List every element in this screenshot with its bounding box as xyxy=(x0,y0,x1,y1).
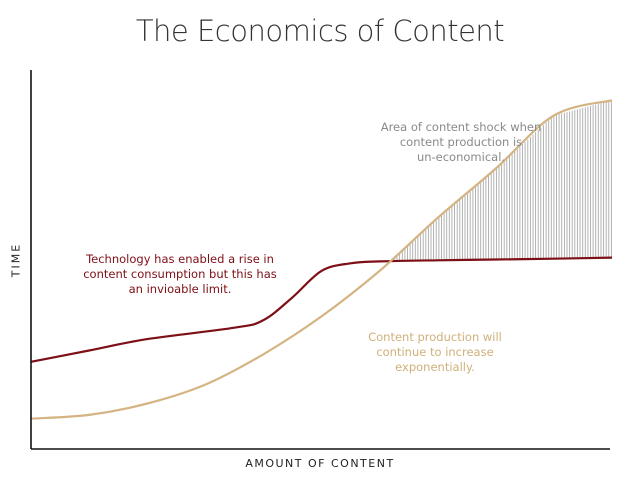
x-axis-label: AMOUNT OF CONTENT xyxy=(245,457,395,470)
slide-title: The Economics of Content xyxy=(135,14,505,48)
content-shock-annotation: Area of content shock when content produ… xyxy=(380,120,542,164)
content-shock-hatch-area xyxy=(391,100,612,262)
consumption-curve xyxy=(30,256,613,363)
consumption-annotation: Technology has enabled a rise in content… xyxy=(83,252,277,296)
y-axis-label: TIME xyxy=(9,242,23,278)
production-curve xyxy=(30,99,613,420)
production-annotation: Content production will continue to incr… xyxy=(368,330,502,374)
